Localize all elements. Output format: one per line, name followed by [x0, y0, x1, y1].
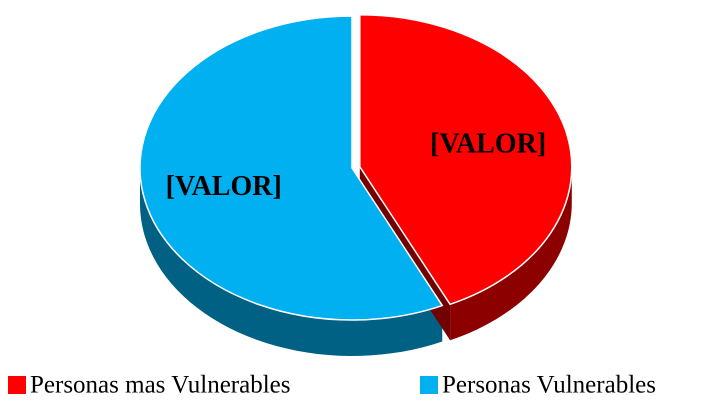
slice [139, 15, 444, 321]
value-label: [VALOR] [430, 129, 546, 160]
legend-swatch [420, 376, 438, 394]
legend-label: Personas mas Vulnerables [30, 372, 291, 399]
slice [359, 14, 573, 306]
value-label: [VALOR] [166, 171, 282, 202]
legend-label: Personas Vulnerables [442, 372, 656, 399]
legend-swatch [8, 376, 26, 394]
slice-side [140, 168, 443, 356]
slice-side [450, 166, 572, 341]
